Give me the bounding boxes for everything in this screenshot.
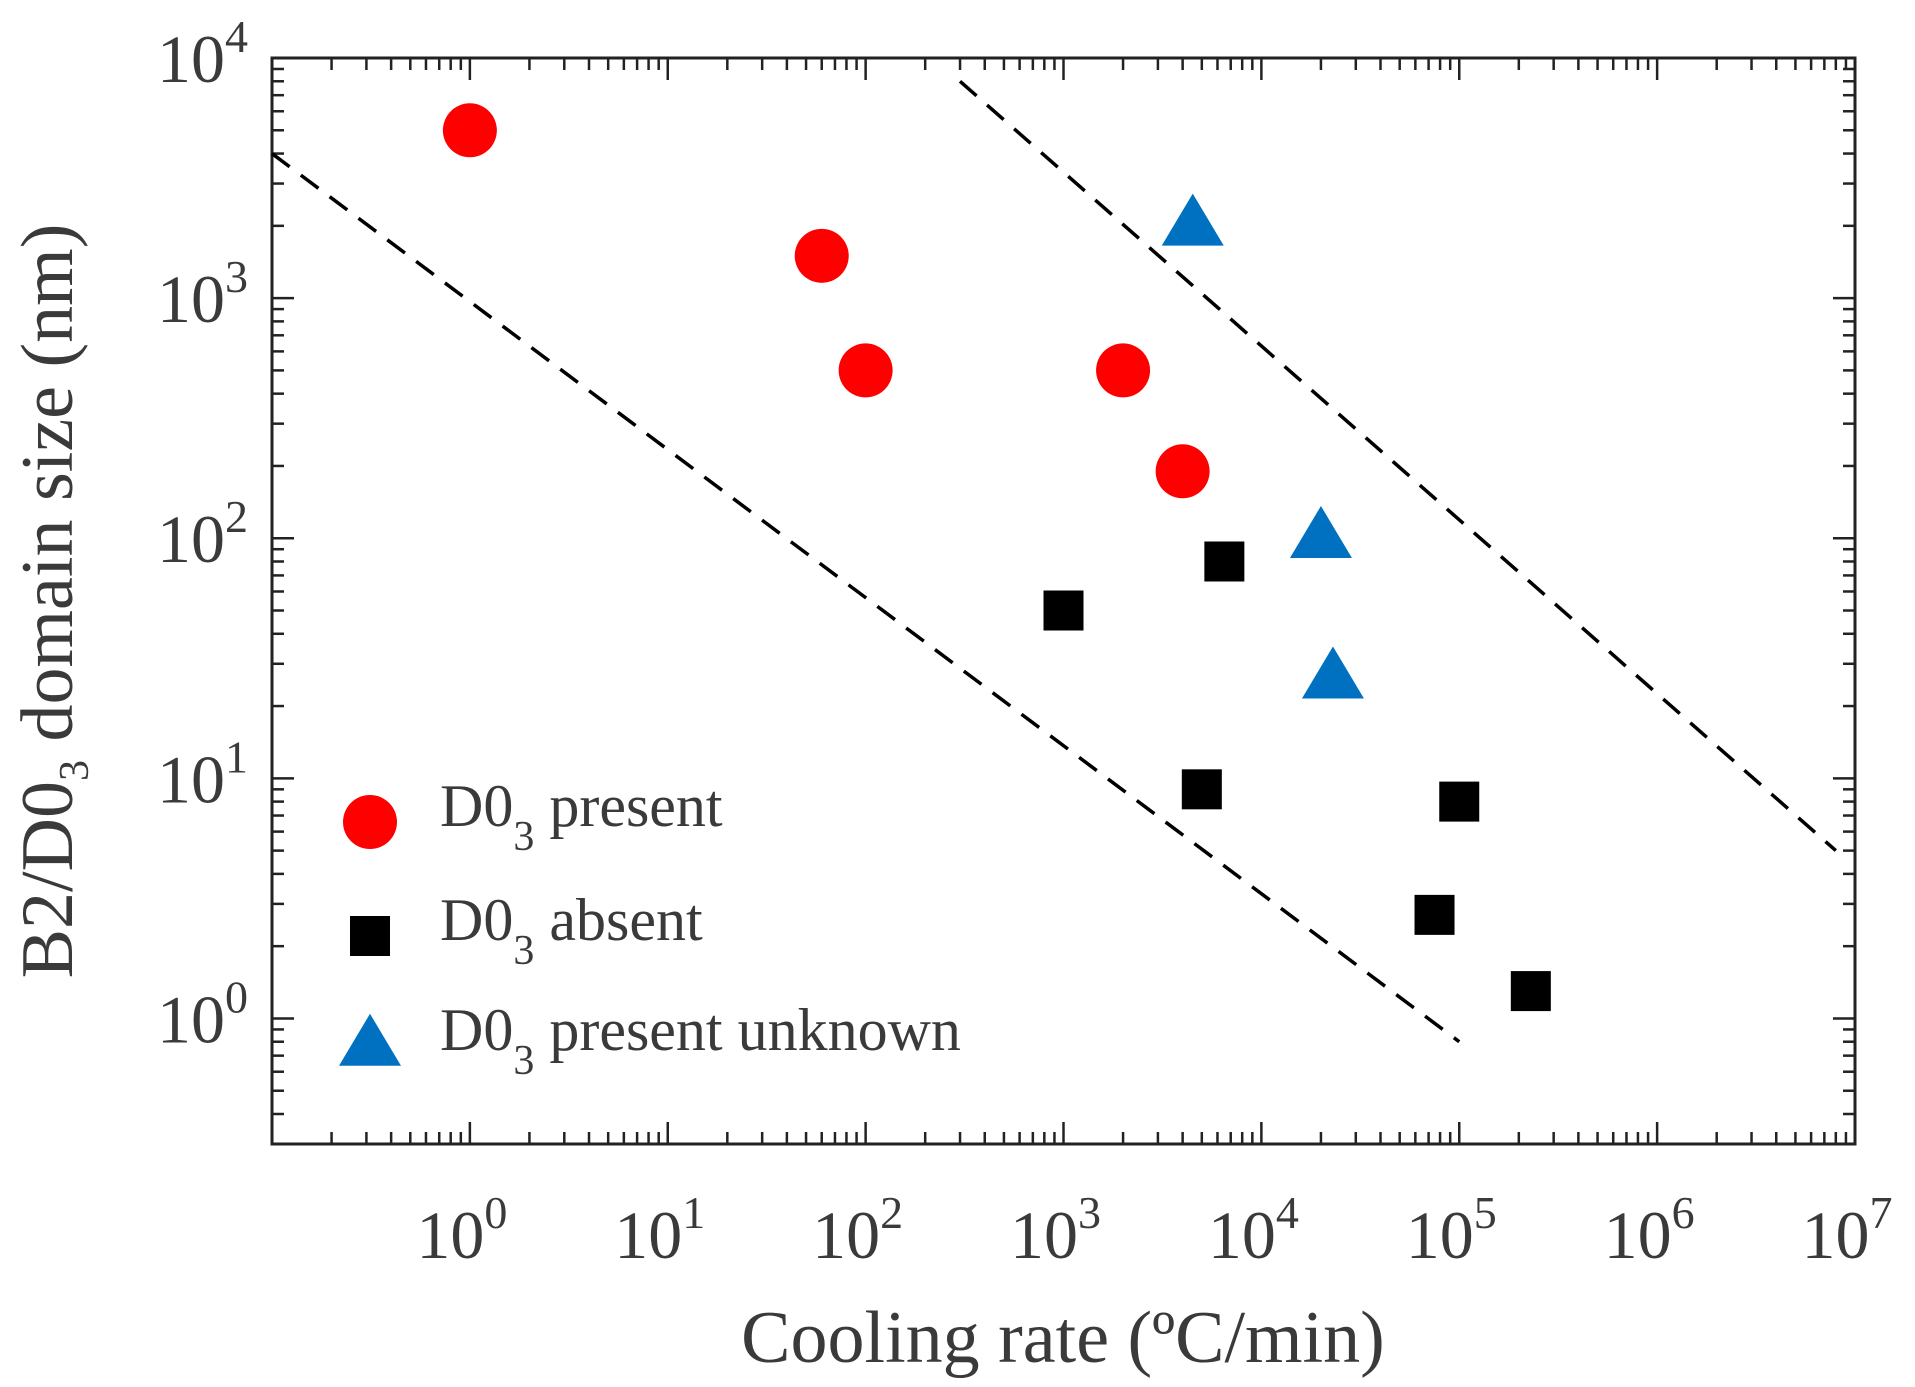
legend-square-marker <box>350 916 390 956</box>
y-tick-base: 10 <box>157 261 225 337</box>
legend-entry: D03 absent <box>350 887 703 974</box>
x-axis-label: Cooling rate (ºC/min) <box>741 1297 1385 1379</box>
x-tick-label: 103 <box>1010 1187 1101 1273</box>
legend-entry: D03 present unknown <box>339 997 961 1084</box>
x-tick-exponent: 3 <box>1078 1187 1101 1238</box>
legend-label-suffix: present <box>534 773 723 839</box>
y-tick-base: 10 <box>157 981 225 1057</box>
y-tick-exponent: 4 <box>225 11 248 62</box>
legend-label-prefix: D0 <box>440 887 513 953</box>
x-tick-label: 100 <box>416 1187 507 1273</box>
lower-dashed-line <box>270 152 1461 1044</box>
legend-circle-marker <box>343 795 397 849</box>
square-data-point <box>1439 781 1480 822</box>
legend-label-subscript: 3 <box>513 928 534 974</box>
y-tick-base: 10 <box>157 21 225 97</box>
axes-frame <box>270 56 1857 1146</box>
circle-data-point <box>794 228 849 283</box>
x-tick-exponent: 0 <box>484 1187 507 1238</box>
x-tick-exponent: 4 <box>1276 1187 1299 1238</box>
legend-label-prefix: D0 <box>440 773 513 839</box>
circle-data-point <box>442 103 497 158</box>
square-data-point <box>1414 894 1455 935</box>
x-tick-exponent: 7 <box>1870 1187 1893 1238</box>
circle-data-point <box>838 343 893 398</box>
y-tick-exponent: 3 <box>225 251 248 302</box>
axis-ticks <box>270 56 1857 1146</box>
reference-lines <box>270 79 1837 1044</box>
upper-dashed-line <box>958 79 1837 852</box>
legend-entry: D03 present <box>343 773 723 860</box>
x-tick-exponent: 5 <box>1474 1187 1497 1238</box>
legend-label-prefix: D0 <box>440 997 513 1063</box>
legend-label-subscript: 3 <box>513 814 534 860</box>
triangle-data-point <box>1301 646 1364 699</box>
x-tick-label: 106 <box>1604 1187 1695 1273</box>
x-tick-exponent: 2 <box>880 1187 903 1238</box>
legend-label-suffix: absent <box>534 887 703 953</box>
x-tick-base: 10 <box>416 1197 484 1273</box>
square-data-point <box>1043 590 1084 631</box>
legend-label: D03 present <box>440 773 723 860</box>
x-tick-base: 10 <box>1010 1197 1078 1273</box>
y-tick-label: 100 <box>157 971 248 1057</box>
x-tick-base: 10 <box>1208 1197 1276 1273</box>
y-tick-exponent: 0 <box>225 971 248 1022</box>
y-axis-label-subscript: 3 <box>52 760 98 781</box>
y-axis-label-prefix: B2/D0 <box>7 781 89 978</box>
x-tick-base: 10 <box>1604 1197 1672 1273</box>
y-axis-label: B2/D03 domain size (nm) <box>7 224 98 979</box>
y-tick-exponent: 1 <box>225 731 248 782</box>
y-tick-label: 103 <box>157 251 248 337</box>
square-data-point <box>1181 769 1222 810</box>
x-tick-base: 10 <box>1406 1197 1474 1273</box>
legend-label-subscript: 3 <box>513 1038 534 1084</box>
legend-triangle-marker <box>339 1013 401 1066</box>
y-tick-label: 104 <box>157 11 248 97</box>
y-tick-base: 10 <box>157 501 225 577</box>
legend-label: D03 present unknown <box>440 997 961 1084</box>
y-tick-base: 10 <box>157 741 225 817</box>
y-tick-exponent: 2 <box>225 491 248 542</box>
triangle-data-point <box>1161 193 1224 246</box>
x-tick-label: 105 <box>1406 1187 1497 1273</box>
triangle-data-point <box>1289 505 1352 558</box>
square-data-point <box>1204 541 1245 582</box>
x-tick-label: 101 <box>614 1187 705 1273</box>
y-axis-label-suffix: domain size (nm) <box>7 224 89 760</box>
x-tick-exponent: 1 <box>682 1187 705 1238</box>
y-tick-label: 101 <box>157 731 248 817</box>
circle-data-point <box>1155 444 1210 499</box>
x-tick-base: 10 <box>812 1197 880 1273</box>
legend-label-suffix: present unknown <box>534 997 961 1063</box>
circle-data-point <box>1096 343 1151 398</box>
x-tick-label: 107 <box>1802 1187 1893 1273</box>
data-points <box>442 103 1551 1012</box>
x-tick-label: 104 <box>1208 1187 1299 1273</box>
square-data-point <box>1510 971 1551 1012</box>
y-tick-label: 102 <box>157 491 248 577</box>
x-tick-label: 102 <box>812 1187 903 1273</box>
x-tick-base: 10 <box>1802 1197 1870 1273</box>
legend-label: D03 absent <box>440 887 703 974</box>
x-tick-base: 10 <box>614 1197 682 1273</box>
x-tick-exponent: 6 <box>1672 1187 1695 1238</box>
